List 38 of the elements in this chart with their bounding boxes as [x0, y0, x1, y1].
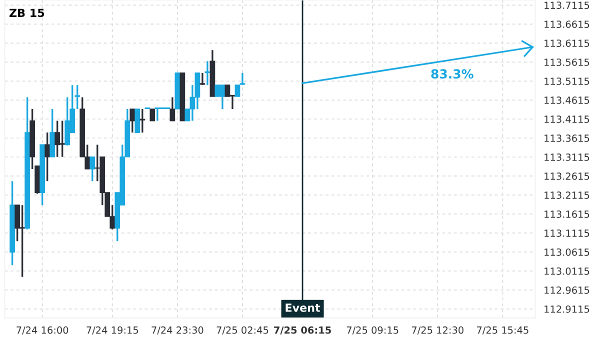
candlestick: [44, 132, 50, 182]
y-tick-label: 113.5615: [544, 58, 590, 66]
x-tick-label: 7/25 12:30: [412, 326, 464, 335]
y-tick-label: 112.9115: [544, 305, 590, 313]
y-tick-label: 113.1115: [544, 229, 590, 237]
text: ZB 15: [10, 8, 44, 18]
y-tick-label: 113.0615: [544, 248, 590, 256]
candlestick: [134, 108, 140, 133]
y-tick-label: 113.5115: [544, 78, 590, 85]
x-tick-label: 7/25 09:15: [346, 326, 398, 335]
annotation: 83.3%: [431, 69, 474, 79]
y-tick-label: 113.2115: [544, 192, 590, 199]
y-tick-label: 113.6115: [544, 40, 590, 47]
x-tick-label: 7/24 16:00: [16, 326, 68, 335]
candlestick: [54, 120, 60, 158]
candlestick: [130, 108, 136, 134]
x-tick-label: 7/25 15:45: [477, 326, 528, 335]
ref-line-label: Event: [286, 304, 320, 312]
y-tick-label: 113.7115: [544, 2, 590, 9]
y-tick-label: 113.3115: [544, 154, 590, 161]
x-tick-label: 7/24 23:30: [152, 326, 204, 335]
y-tick-label: 113.3615: [544, 134, 590, 142]
candlestick: [140, 108, 146, 134]
y-tick-label: 113.4615: [544, 96, 590, 104]
candlestick: [170, 96, 176, 122]
candlestick: [90, 156, 96, 182]
x-tick-label: 7/25 06:15: [274, 326, 331, 335]
x-tick-label: 7/25 02:45: [216, 326, 268, 335]
y-tick-label: 113.0115: [544, 267, 590, 275]
y-tick-label: 113.1615: [544, 210, 590, 218]
candlestick: [200, 72, 206, 86]
x-tick-label: 7/24 19:15: [86, 326, 138, 335]
y-tick-label: 113.2615: [544, 172, 590, 180]
candlestick: [204, 60, 210, 86]
y-tick-label: 112.9615: [544, 286, 590, 294]
y-tick-label: 113.4115: [544, 116, 590, 123]
y-tick-label: 113.6615: [544, 20, 590, 28]
candlestick: [150, 108, 156, 122]
